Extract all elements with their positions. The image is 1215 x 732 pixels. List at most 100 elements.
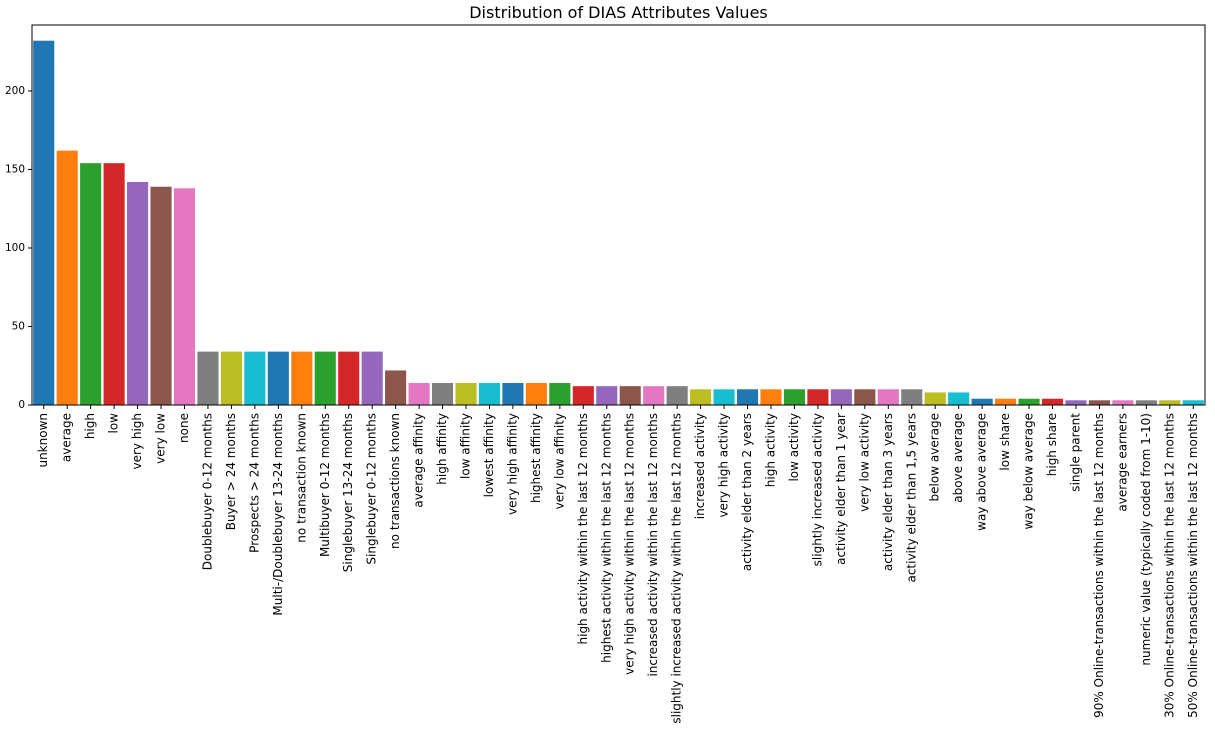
bar <box>80 163 102 405</box>
bar <box>220 351 242 405</box>
bar <box>666 386 688 405</box>
bar <box>150 186 172 405</box>
x-tick-label: no transactions known <box>388 413 402 549</box>
y-tick-label: 0 <box>18 399 25 411</box>
bar <box>361 351 383 405</box>
y-tick-label: 100 <box>5 242 25 254</box>
x-tick-label: very high <box>130 413 144 470</box>
bar <box>525 383 547 405</box>
x-tick-label: Multibuyer 0-12 months <box>318 413 332 557</box>
bar <box>948 392 970 405</box>
bar <box>1065 400 1087 405</box>
x-tick-label: activity elder than 2 years <box>740 413 754 571</box>
x-tick-label: high affinity <box>435 413 449 485</box>
y-axis: 0 50 100 150 200 <box>5 85 32 411</box>
x-tick-label: 50% Online-transactions within the last … <box>1186 413 1200 718</box>
x-tick-label: low affinity <box>459 413 473 479</box>
x-tick-label: low share <box>998 413 1012 471</box>
x-tick-label: increased activity within the last 12 mo… <box>646 413 660 677</box>
bar <box>502 383 524 405</box>
x-tick-label: slightly increased activity <box>810 413 824 566</box>
x-tick-label: high activity <box>763 413 777 487</box>
bar <box>267 351 289 405</box>
x-tick-label: average earners <box>1115 413 1129 512</box>
x-tick-label: very low affinity <box>552 413 566 509</box>
bar <box>830 389 852 405</box>
x-tick-label: very low <box>154 413 168 464</box>
x-tick-label: way below average <box>1022 413 1036 530</box>
bar <box>736 389 759 405</box>
x-tick-label: very high activity <box>717 413 731 518</box>
bar <box>103 163 125 405</box>
x-tick-label: activity elder than 1,5 years <box>904 413 918 583</box>
y-tick-label: 50 <box>12 320 25 332</box>
bar <box>197 351 219 405</box>
x-tick-label: lowest affinity <box>482 413 496 497</box>
x-tick-label: high activity within the last 12 months <box>576 413 590 645</box>
bar <box>1018 398 1040 405</box>
x-tick-label: none <box>177 413 191 443</box>
bar <box>338 351 360 405</box>
bar <box>690 389 712 405</box>
x-tick-label: Buyer > 24 months <box>224 413 238 530</box>
bar <box>1182 400 1204 405</box>
x-tick-label: Prospects > 24 months <box>247 413 261 553</box>
x-tick-label: very high affinity <box>505 413 519 515</box>
bar <box>1041 398 1064 405</box>
x-tick-label: 30% Online-transactions within the last … <box>1162 413 1176 718</box>
x-tick-label: highest activity within the last 12 mont… <box>599 413 613 663</box>
x-tick-label: above average <box>951 413 965 503</box>
x-tick-label: average <box>60 413 74 462</box>
x-tick-label: no transaction known <box>294 413 308 543</box>
x-tick-label: Singlebuyer 0-12 months <box>365 413 379 565</box>
x-tick-label: low <box>107 413 121 434</box>
x-tick-label: high <box>83 413 97 439</box>
bar <box>854 389 876 405</box>
x-tick-label: below average <box>928 413 942 501</box>
bar <box>431 383 454 405</box>
x-tick-label: numeric value (typically coded from 1-10… <box>1139 413 1153 666</box>
bar <box>760 389 782 405</box>
bar <box>314 351 336 405</box>
bar <box>408 383 430 405</box>
bar <box>877 389 899 405</box>
plot-frame <box>31 24 1206 406</box>
bar <box>572 386 594 405</box>
bar <box>173 188 196 405</box>
bar <box>901 389 923 405</box>
bar <box>549 383 571 405</box>
y-tick-label: 200 <box>5 85 25 97</box>
bar <box>1088 400 1110 405</box>
x-tick-label: 90% Online-transactions within the last … <box>1092 413 1106 718</box>
x-tick-label: very low activity <box>857 413 871 512</box>
bar <box>807 389 829 405</box>
bar <box>1135 400 1157 405</box>
bar <box>971 398 993 405</box>
chart-title: Distribution of DIAS Attributes Values <box>469 3 768 22</box>
bar <box>619 386 641 405</box>
bar <box>56 150 78 405</box>
x-tick-label: way above average <box>975 413 989 531</box>
x-tick-label: slightly increased activity within the l… <box>670 413 684 724</box>
y-tick-label: 150 <box>5 163 25 175</box>
bar <box>713 389 735 405</box>
x-tick-label: single parent <box>1068 413 1082 492</box>
x-tick-label: high share <box>1045 413 1059 476</box>
bar <box>924 392 946 405</box>
bar <box>244 351 266 405</box>
bar <box>596 386 618 405</box>
x-tick-label: highest affinity <box>529 413 543 503</box>
x-tick-label: Multi-/Doublebuyer 13-24 months <box>271 413 285 616</box>
bar <box>291 351 313 405</box>
bar <box>33 40 55 405</box>
x-tick-label: activity elder than 3 years <box>881 413 895 571</box>
bar <box>643 386 665 405</box>
bars-group <box>33 40 1204 405</box>
bar <box>783 389 806 405</box>
bar <box>478 383 501 405</box>
x-axis: unknown average high low very high very low no… <box>36 405 1200 724</box>
x-tick-label: very high activity within the last 12 mo… <box>623 413 637 675</box>
x-tick-label: unknown <box>36 413 50 468</box>
bar <box>1159 400 1181 405</box>
